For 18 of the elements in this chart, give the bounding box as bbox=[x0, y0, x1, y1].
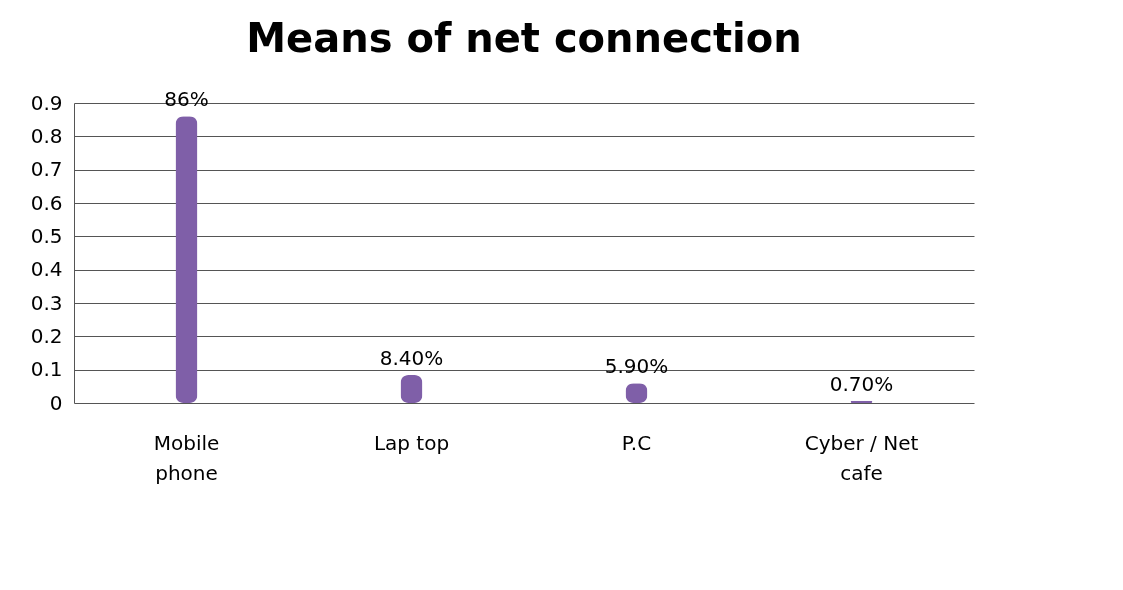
y-tick-label: 0.4 bbox=[30, 257, 63, 282]
bar bbox=[175, 116, 198, 403]
data-label: 0.70% bbox=[829, 371, 894, 396]
y-tick-label: 0.7 bbox=[30, 157, 63, 182]
chart-title: Means of net connection bbox=[246, 15, 802, 62]
y-tick-label: 0.3 bbox=[30, 290, 63, 315]
data-label: 8.40% bbox=[379, 346, 444, 370]
y-tick-label: 0.9 bbox=[30, 90, 63, 115]
y-tick-label: 0.8 bbox=[30, 123, 63, 148]
y-tick-label: 0.6 bbox=[30, 190, 63, 215]
y-tick-label: 0.2 bbox=[30, 323, 63, 348]
x-tick-label: Mobile phone bbox=[153, 430, 220, 485]
x-tick-label: Cyber / Net cafe bbox=[804, 430, 919, 485]
x-tick-label: P.C bbox=[621, 430, 652, 455]
y-tick-label: 0 bbox=[49, 390, 63, 415]
y-tick-label: 0.1 bbox=[30, 357, 63, 382]
x-tick-label: Lap top bbox=[373, 430, 450, 455]
y-tick-label: 0.5 bbox=[30, 223, 63, 248]
